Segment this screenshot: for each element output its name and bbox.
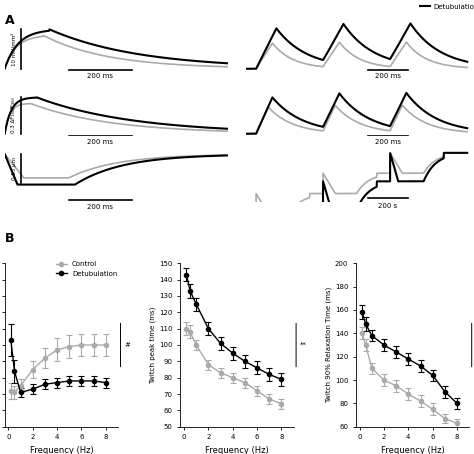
Y-axis label: Twitch 90% Relaxation Time (ms): Twitch 90% Relaxation Time (ms) [326, 287, 332, 403]
Text: 200 ms: 200 ms [375, 138, 401, 144]
Text: B: B [5, 232, 14, 245]
Text: A: A [5, 14, 14, 27]
Text: 0.3 ΔF₃₄₀/F₃₈₀: 0.3 ΔF₃₄₀/F₃₈₀ [11, 98, 16, 133]
Text: 200 ms: 200 ms [375, 73, 401, 79]
Text: 200 ms: 200 ms [87, 203, 113, 210]
Text: 200 s: 200 s [378, 203, 398, 209]
X-axis label: Frequency (Hz): Frequency (Hz) [205, 446, 269, 454]
Y-axis label: Twitch peak time (ms): Twitch peak time (ms) [150, 306, 156, 384]
Legend: Control, Detubulation: Control, Detubulation [54, 258, 120, 280]
Text: **: ** [300, 342, 307, 348]
Text: 200 ms: 200 ms [87, 74, 113, 79]
Text: 10 mN/mm²: 10 mN/mm² [11, 32, 17, 66]
Text: 200 ms: 200 ms [87, 138, 113, 144]
Legend: Control, Detubulation: Control, Detubulation [417, 0, 474, 12]
Text: #: # [124, 342, 130, 348]
Text: 0.03 µm: 0.03 µm [12, 157, 17, 180]
X-axis label: Frequency (Hz): Frequency (Hz) [381, 446, 445, 454]
X-axis label: Frequency (Hz): Frequency (Hz) [29, 446, 93, 454]
